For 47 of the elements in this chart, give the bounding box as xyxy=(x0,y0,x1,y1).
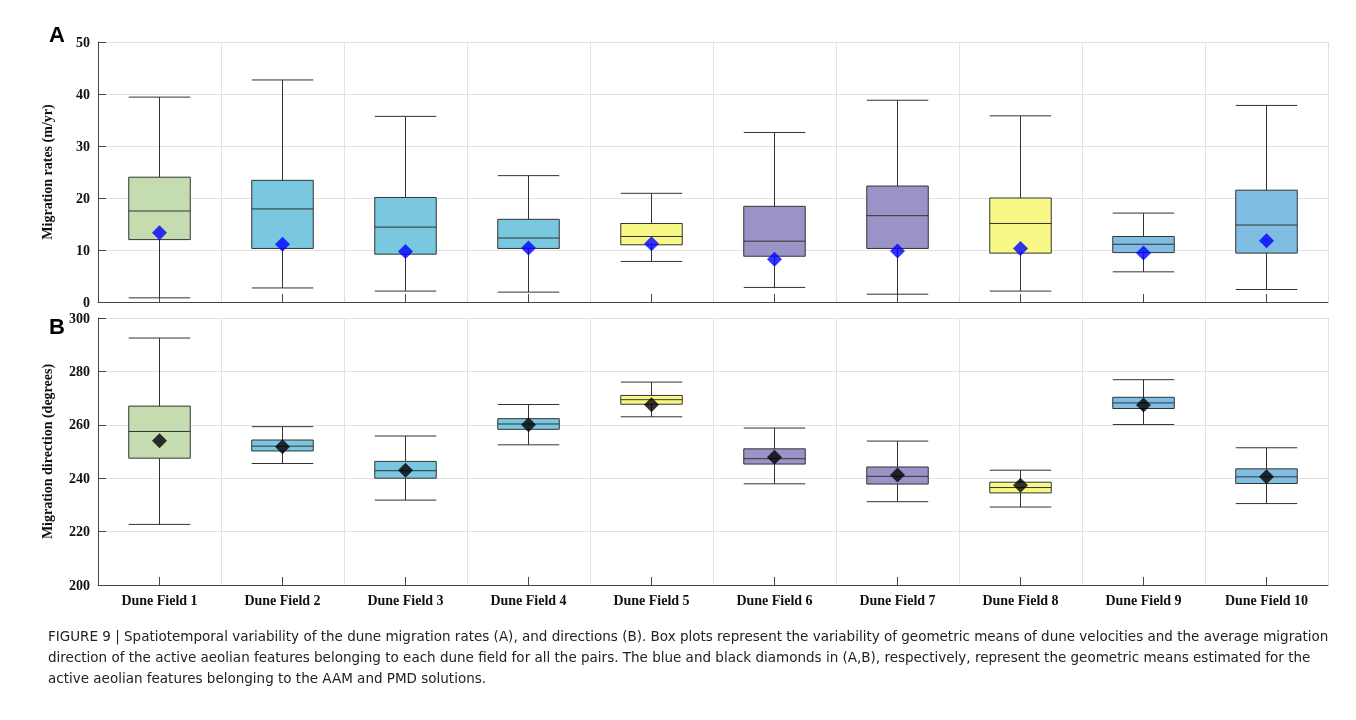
point xyxy=(767,251,782,267)
y-tick-label: 220 xyxy=(69,524,90,540)
point xyxy=(1136,397,1151,413)
y-tick-label: 300 xyxy=(69,310,90,326)
x-tick-label: Dune Field 3 xyxy=(367,592,444,608)
point xyxy=(644,236,659,252)
point xyxy=(890,243,905,259)
point xyxy=(1136,245,1151,261)
point xyxy=(1013,240,1028,256)
x-tick-label: Dune Field 2 xyxy=(244,592,321,608)
x-tick-label: Dune Field 10 xyxy=(1224,592,1309,608)
y-axis-title: Migration direction (degrees) xyxy=(39,363,56,540)
y-tick-label: 10 xyxy=(76,242,90,258)
point xyxy=(152,225,167,241)
y-tick-label: 0 xyxy=(83,294,90,310)
chart-title: B xyxy=(49,313,65,339)
point xyxy=(521,417,536,433)
point xyxy=(767,449,782,465)
x-tick-label: Dune Field 6 xyxy=(736,592,813,608)
x-tick-label: Dune Field 7 xyxy=(859,592,936,608)
y-tick-label: 260 xyxy=(69,417,90,433)
x-tick-label: Dune Field 4 xyxy=(490,592,567,608)
point xyxy=(275,236,290,252)
x-tick-label: Dune Field 5 xyxy=(613,592,690,608)
point xyxy=(1013,477,1028,493)
point xyxy=(890,467,905,483)
point xyxy=(398,462,413,478)
x-tick-label: Dune Field 8 xyxy=(982,592,1059,608)
y-tick-label: 50 xyxy=(76,34,90,50)
y-tick-label: 30 xyxy=(76,138,90,154)
y-tick-label: 200 xyxy=(69,577,90,593)
point xyxy=(644,397,659,413)
y-tick-label: 280 xyxy=(69,363,90,379)
point xyxy=(1259,469,1274,485)
caption: FIGURE 9 | Spatiotemporal variability of the dune migration rates (A), and directions (B). Box plots represent the variability of geometric means of dune velocities and the average migration direction of the active aeolian features belonging to each dune field for all the pairs. The blue and black diamonds in (A,B), respectively, represent the geometric means estimated for the active aeolian features belonging to the AAM and PMD solutions. xyxy=(48,627,1330,688)
point xyxy=(521,240,536,256)
point xyxy=(1259,233,1274,249)
y-axis-title: Migration rates (m/yr) xyxy=(39,104,56,240)
point xyxy=(275,439,290,455)
chart-title: A xyxy=(49,21,65,47)
y-tick-label: 240 xyxy=(69,470,90,486)
x-tick-label: Dune Field 1 xyxy=(121,592,198,608)
point xyxy=(398,244,413,260)
y-tick-label: 20 xyxy=(76,190,90,206)
point xyxy=(152,433,167,449)
x-tick-label: Dune Field 9 xyxy=(1105,592,1182,608)
y-tick-label: 40 xyxy=(76,86,90,102)
